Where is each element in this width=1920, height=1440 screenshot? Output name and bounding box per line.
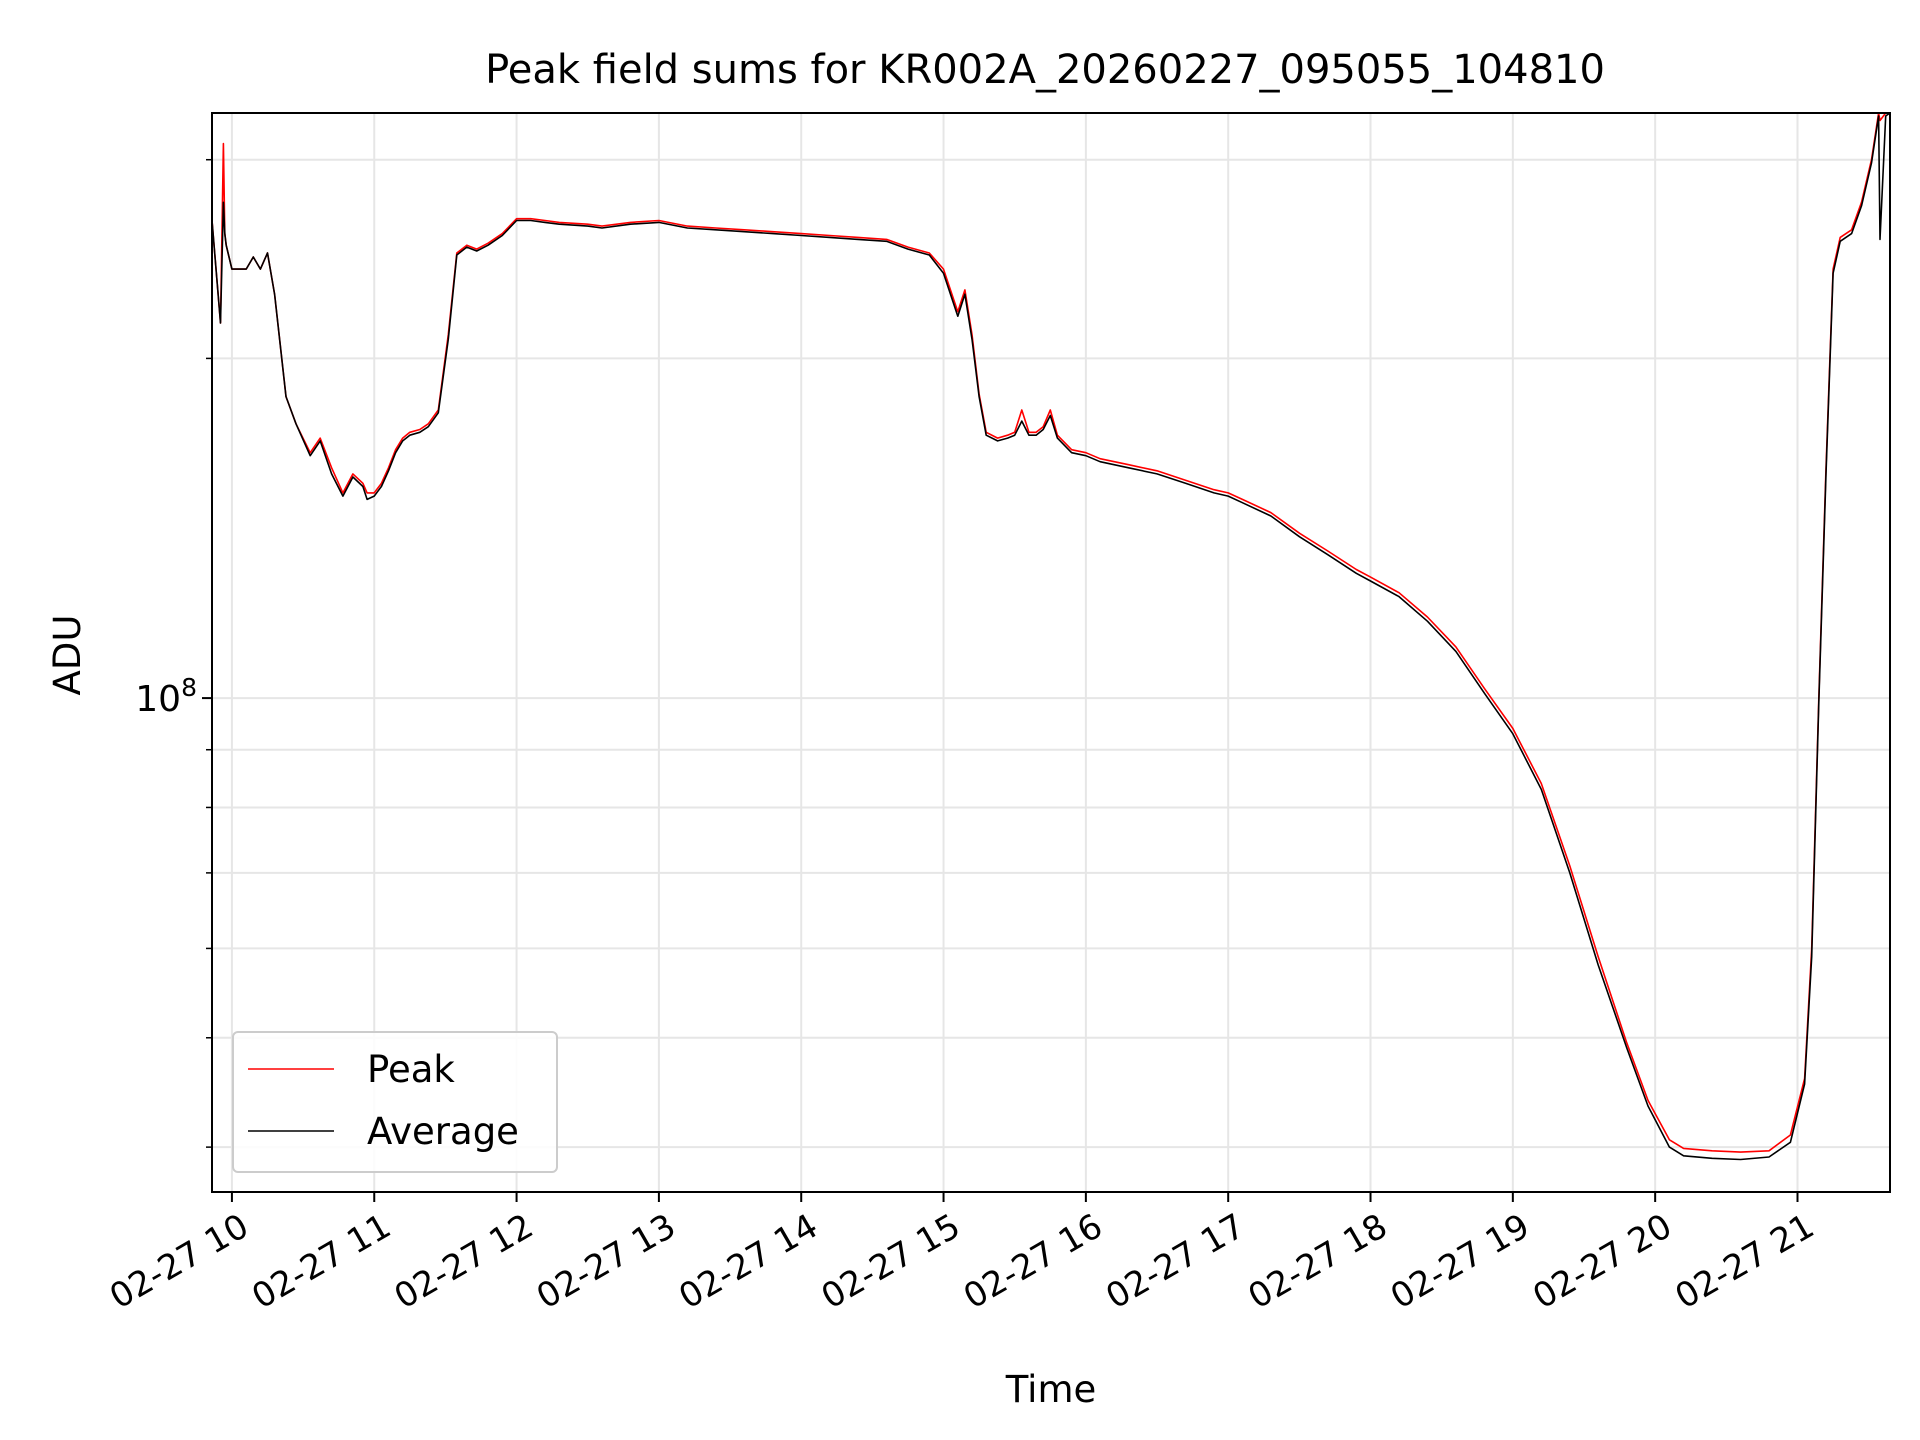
x-tick-label: 02-27 19 [1384, 1206, 1536, 1317]
series-line-average [211, 112, 1891, 1161]
y-tick-label-exponent: 8 [181, 673, 197, 702]
x-tick-label: 02-27 10 [103, 1206, 255, 1317]
series-line-peak [211, 112, 1890, 1153]
x-tick-label: 02-27 11 [245, 1206, 397, 1317]
x-tick-label: 02-27 18 [1242, 1206, 1394, 1317]
x-tick-label: 02-27 13 [530, 1206, 682, 1317]
y-tick-label: 108 [135, 673, 197, 720]
y-axis-label: ADU [46, 615, 89, 696]
grid [212, 113, 1890, 1192]
x-tick-label: 02-27 14 [672, 1206, 824, 1317]
x-axis-label: Time [1005, 1368, 1097, 1411]
plot-frame [211, 112, 1891, 1193]
y-axis-ticks: 108 [135, 158, 212, 1148]
x-tick-label: 02-27 21 [1669, 1206, 1821, 1317]
y-tick-label-base: 10 [135, 679, 181, 720]
x-tick-label: 02-27 20 [1526, 1206, 1678, 1317]
x-tick-label: 02-27 15 [815, 1206, 967, 1317]
legend: Peak Average [232, 1031, 558, 1173]
chart-title: Peak field sums for KR002A_20260227_0950… [485, 47, 1605, 93]
x-tick-label: 02-27 17 [1099, 1206, 1251, 1317]
legend-box [232, 1031, 558, 1173]
series-lines [211, 112, 1891, 1161]
x-tick-label: 02-27 12 [388, 1206, 540, 1317]
x-tick-label: 02-27 16 [957, 1206, 1109, 1317]
legend-label-average: Average [367, 1110, 519, 1153]
legend-label-peak: Peak [367, 1048, 455, 1091]
